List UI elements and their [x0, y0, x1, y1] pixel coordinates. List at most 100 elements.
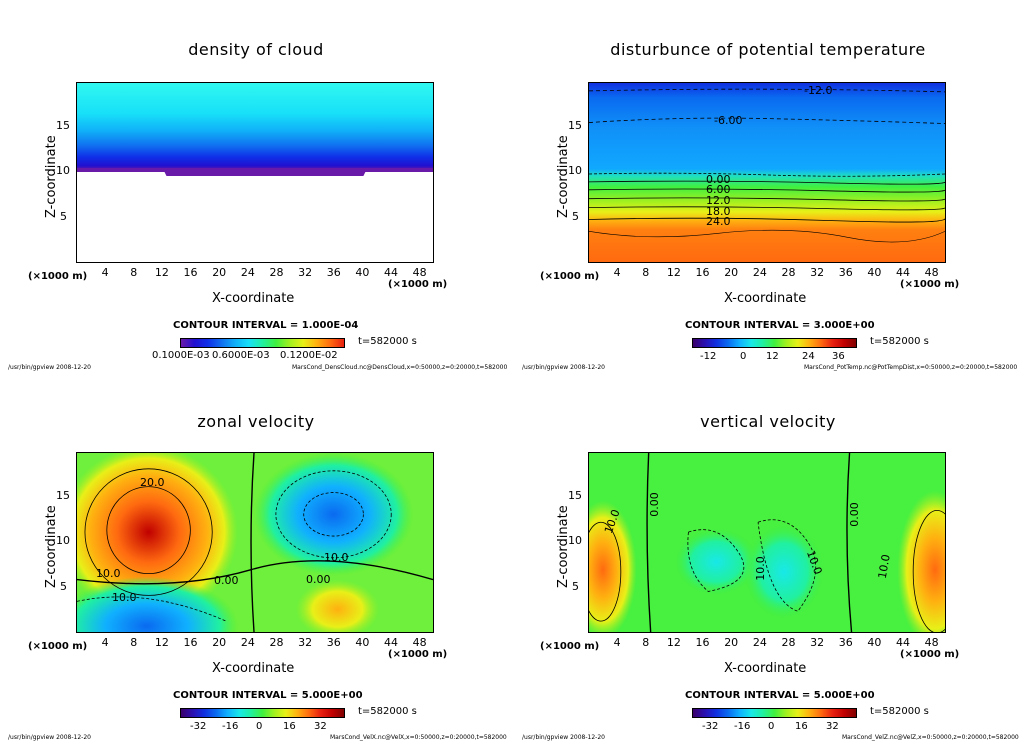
x-tick: 36	[326, 636, 341, 649]
x-tick: 40	[867, 266, 882, 279]
contour-interval: CONTOUR INTERVAL = 3.000E+00	[685, 320, 875, 331]
x-tick: 4	[101, 636, 109, 649]
x-tick: 16	[183, 636, 198, 649]
x-tick: 12	[666, 636, 681, 649]
x-tick: 12	[666, 266, 681, 279]
x-tick: 24	[752, 266, 767, 279]
x-tick: 28	[781, 266, 796, 279]
x-tick: 4	[613, 636, 621, 649]
x-tick: 24	[752, 636, 767, 649]
y-tick: 5	[60, 210, 67, 223]
colorbar-label: 32	[826, 721, 839, 732]
x-tick: 44	[384, 636, 399, 649]
y-tick: 10	[568, 164, 582, 177]
x-tick: 32	[298, 636, 313, 649]
x-axis-label: X-coordinate	[724, 661, 807, 676]
colorbar	[692, 708, 857, 718]
time-label: t=582000 s	[870, 336, 929, 347]
x-tick: 44	[896, 266, 911, 279]
x-tick: 36	[326, 266, 341, 279]
x-tick: 40	[355, 636, 370, 649]
footer-left: /usr/bin/gpview 2008-12-20	[8, 734, 91, 741]
contour-label: 0.00	[214, 574, 239, 587]
y-tick: 5	[572, 580, 579, 593]
contour-label: 10.0	[753, 556, 767, 581]
contour-label: 12.0	[706, 194, 731, 207]
contour-label: 20.0	[140, 476, 165, 489]
contour-label: 0.00	[847, 502, 861, 527]
contour-label: -12.0	[804, 84, 833, 97]
colorbar-label: 32	[314, 721, 327, 732]
contour-label: 0.00	[647, 492, 661, 517]
colorbar-label: 0.1000E-03	[152, 350, 210, 361]
contour-label: 18.0	[706, 205, 731, 218]
contour-interval: CONTOUR INTERVAL = 5.000E+00	[173, 690, 363, 701]
colorbar-label: 12	[766, 351, 779, 362]
x-tick: 48	[924, 266, 939, 279]
x-axis-label: X-coordinate	[724, 291, 807, 306]
panel-density-of-cloud: density of cloud Z-coordinate 5 10 15 (×…	[0, 0, 512, 371]
cloud-layer	[77, 83, 433, 171]
time-label: t=582000 s	[358, 336, 417, 347]
x-axis-label: X-coordinate	[212, 291, 295, 306]
panel-title: zonal velocity	[197, 412, 315, 431]
panel-zonal-velocity: zonal velocity	[0, 370, 512, 741]
plot-area	[76, 452, 434, 633]
colorbar-label: 0.6000E-03	[212, 350, 270, 361]
x-unit-right: (×1000 m)	[388, 649, 448, 660]
x-tick: 32	[810, 266, 825, 279]
colorbar-label: -32	[702, 721, 719, 732]
colorbar-label: -32	[190, 721, 207, 732]
contour-label: -6.00	[714, 114, 743, 127]
x-tick: 16	[695, 636, 710, 649]
contour-interval: CONTOUR INTERVAL = 1.000E-04	[173, 320, 359, 331]
x-axis-label: X-coordinate	[212, 661, 295, 676]
y-tick: 5	[572, 210, 579, 223]
x-tick: 4	[101, 266, 109, 279]
y-tick: 15	[56, 119, 70, 132]
cloud-base	[77, 168, 433, 176]
contour-label: 24.0	[706, 215, 731, 228]
footer-right: MarsCond_VelZ.nc@VelZ,x=0:50000,z=0:2000…	[842, 734, 1019, 741]
contour-label: 10.0	[96, 567, 121, 580]
x-tick: 20	[724, 636, 739, 649]
footer-left: /usr/bin/gpview 2008-12-20	[522, 734, 605, 741]
contour-lines	[77, 453, 433, 632]
y-tick: 10	[568, 534, 582, 547]
x-tick: 32	[810, 636, 825, 649]
density-heatmap	[77, 83, 433, 176]
x-tick: 44	[384, 266, 399, 279]
x-tick: 8	[130, 636, 138, 649]
panel-potential-temperature: disturbunce of potential temperature	[512, 0, 1024, 371]
x-tick: 40	[355, 266, 370, 279]
vertical-velocity-heatmap	[589, 453, 945, 632]
x-unit-right: (×1000 m)	[900, 649, 960, 660]
footer-left: /usr/bin/gpview 2008-12-20	[8, 364, 91, 371]
pot-temp-heatmap	[589, 83, 945, 262]
x-tick: 20	[212, 636, 227, 649]
x-tick: 8	[642, 266, 650, 279]
x-tick: 8	[642, 636, 650, 649]
y-tick: 15	[56, 489, 70, 502]
colorbar-label: 0	[256, 721, 263, 732]
x-unit-left: (×1000 m)	[28, 641, 88, 652]
x-tick: 36	[838, 636, 853, 649]
footer-right: MarsCond_DensCloud.nc@DensCloud,x=0:5000…	[292, 364, 508, 371]
colorbar	[692, 338, 857, 348]
contour-interval: CONTOUR INTERVAL = 5.000E+00	[685, 690, 875, 701]
x-unit-left: (×1000 m)	[28, 271, 88, 282]
x-tick: 44	[896, 636, 911, 649]
colorbar-label: 0.1200E-02	[280, 350, 338, 361]
x-tick: 36	[838, 266, 853, 279]
plot-area	[76, 82, 434, 263]
x-tick: 20	[724, 266, 739, 279]
contour-lines	[589, 453, 945, 632]
x-unit-left: (×1000 m)	[540, 271, 600, 282]
x-tick: 12	[154, 636, 169, 649]
footer-right: MarsCond_VelX.nc@VelX,x=0:50000,z=0:2000…	[330, 734, 507, 741]
x-tick: 28	[781, 636, 796, 649]
colorbar-label: 36	[832, 351, 845, 362]
x-unit-right: (×1000 m)	[388, 279, 448, 290]
panel-title: disturbunce of potential temperature	[610, 40, 926, 59]
x-unit-left: (×1000 m)	[540, 641, 600, 652]
